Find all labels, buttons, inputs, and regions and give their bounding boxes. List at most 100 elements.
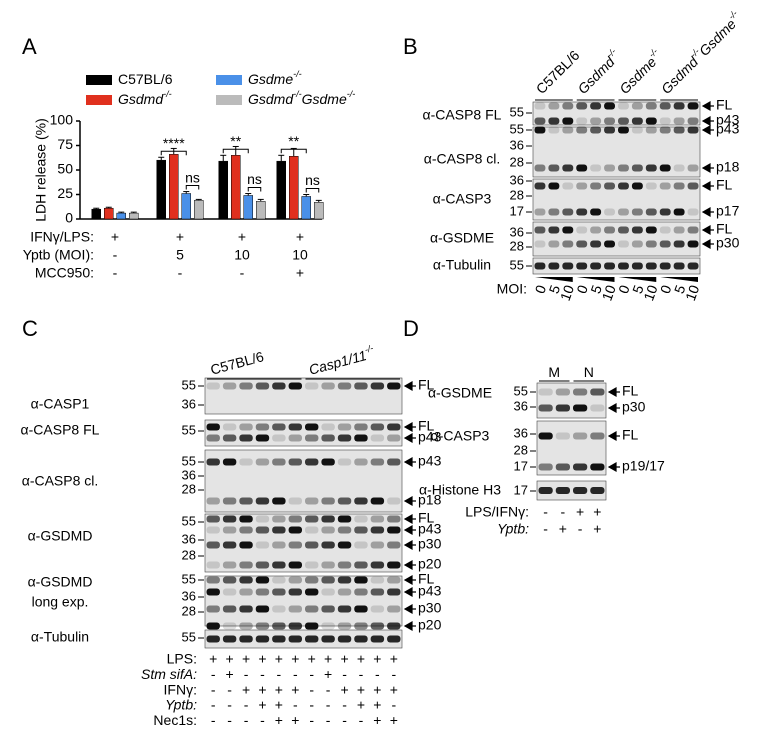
band-label: p20 (418, 556, 442, 572)
blot-band (555, 463, 570, 471)
antibody-label: α-CASP3 (433, 191, 492, 207)
blot-band (387, 588, 401, 596)
blot-band (370, 382, 385, 390)
blot-band (534, 262, 546, 270)
blot-band (255, 541, 270, 549)
blot-band (321, 458, 335, 466)
blot-band (222, 382, 237, 390)
blot-band (645, 226, 657, 234)
blot-band (370, 458, 385, 466)
condition-value: + (275, 651, 283, 667)
condition-label: Yptb (MOI): (23, 247, 94, 263)
bar (181, 193, 191, 220)
blot-band (687, 102, 699, 110)
blot-band (604, 126, 615, 134)
blot-band (321, 635, 335, 643)
blot-band (354, 458, 368, 466)
panel-letter: D (403, 316, 419, 341)
condition-label: LPS: (167, 651, 197, 667)
moi-ramp (535, 277, 573, 282)
blot-band (206, 526, 220, 534)
condition-value: + (357, 697, 365, 713)
blot-band (659, 102, 671, 110)
blot-strip (532, 257, 701, 275)
antibody-label: α-CASP8 cl. (424, 151, 501, 167)
condition-value: - (375, 666, 380, 682)
blot-band (206, 497, 220, 505)
blot-band (538, 463, 553, 471)
condition-value: + (111, 229, 119, 245)
blot-band (590, 126, 602, 134)
antibody-label: α-GSDMD (28, 574, 93, 590)
condition-value: - (260, 666, 265, 682)
condition-value: - (342, 712, 347, 728)
bar (276, 160, 286, 220)
condition-value: - (211, 697, 216, 713)
group-label: N (584, 364, 594, 380)
blot-band (645, 208, 657, 216)
condition-label: Nec1s: (153, 712, 197, 728)
blot-band (337, 605, 352, 613)
significance-label: **** (163, 135, 185, 151)
blot-band (354, 588, 368, 596)
blot-band (573, 487, 588, 494)
condition-value: + (291, 681, 299, 697)
blot-strip (536, 382, 607, 419)
blot-band (272, 526, 286, 534)
arrow (607, 402, 620, 414)
condition-label: IFNγ/LPS: (30, 229, 94, 245)
blot-band (337, 497, 352, 505)
condition-value: - (326, 681, 331, 697)
blot-band (548, 164, 560, 172)
blot-band (618, 126, 629, 134)
blot-strip (204, 629, 403, 649)
blot-band (370, 561, 385, 569)
blot-band (255, 588, 270, 596)
condition-value: - (244, 712, 249, 728)
blot-band (562, 262, 574, 270)
antibody-label: α-CASP3 (431, 428, 490, 444)
blot-band (354, 382, 368, 390)
panel-letter: C (22, 316, 38, 341)
band-label: p43 (716, 112, 740, 128)
significance-label: ns (305, 172, 320, 188)
blot-band (305, 635, 319, 643)
blot-band (354, 622, 368, 630)
arrow (403, 620, 416, 632)
lane-label: 10 (598, 283, 618, 303)
blot-band (387, 458, 401, 466)
blot-band (288, 458, 302, 466)
blot-band (548, 240, 560, 248)
blot-band (576, 102, 588, 110)
blot-band (354, 497, 368, 505)
bar (231, 155, 241, 220)
band-label: FL (418, 377, 435, 393)
blot-band (337, 458, 352, 466)
blot-band (337, 622, 352, 630)
mw-marker: 28 (510, 238, 524, 253)
blot-band (337, 423, 352, 431)
blot-band (576, 117, 588, 125)
antibody-label: α-GSDME (430, 230, 494, 246)
panel-letter: A (22, 34, 37, 59)
condition-label: LPS/IFNγ: (465, 504, 529, 520)
blot-band (370, 588, 385, 596)
blot-band (370, 526, 385, 534)
blot-band (288, 635, 302, 643)
blot-band (573, 404, 588, 412)
blot-band (206, 382, 220, 390)
arrow (701, 100, 714, 112)
condition-label: Stm sifA: (141, 666, 197, 682)
mw-marker: 55 (514, 383, 528, 398)
condition-value: - (240, 265, 245, 281)
blot-band (255, 382, 270, 390)
blot-band (387, 434, 401, 442)
moi-ramp (618, 277, 657, 282)
mw-marker: 55 (182, 453, 196, 468)
condition-value: + (291, 651, 299, 667)
blot-band (222, 423, 237, 431)
bar (104, 207, 114, 220)
blot-strip (204, 513, 403, 573)
mw-marker: 55 (510, 104, 524, 119)
